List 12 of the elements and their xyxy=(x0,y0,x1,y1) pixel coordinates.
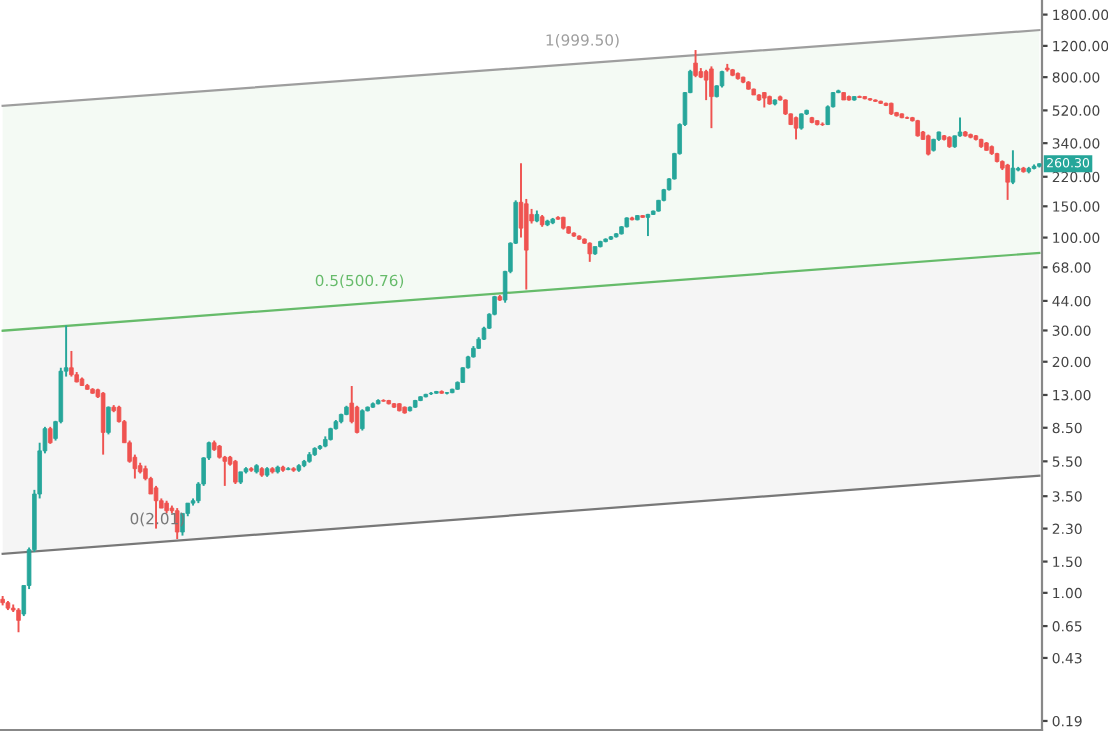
candlestick xyxy=(1005,162,1010,201)
candlestick xyxy=(69,349,74,378)
candlestick xyxy=(106,405,111,436)
candlestick xyxy=(233,458,238,485)
candlestick xyxy=(587,241,593,263)
candlestick xyxy=(360,408,365,432)
candlestick xyxy=(709,65,714,130)
candlestick xyxy=(693,49,698,79)
candlestick xyxy=(100,391,106,456)
candlestick xyxy=(16,607,21,634)
candlestick xyxy=(349,385,355,425)
candlestick xyxy=(1010,149,1016,186)
